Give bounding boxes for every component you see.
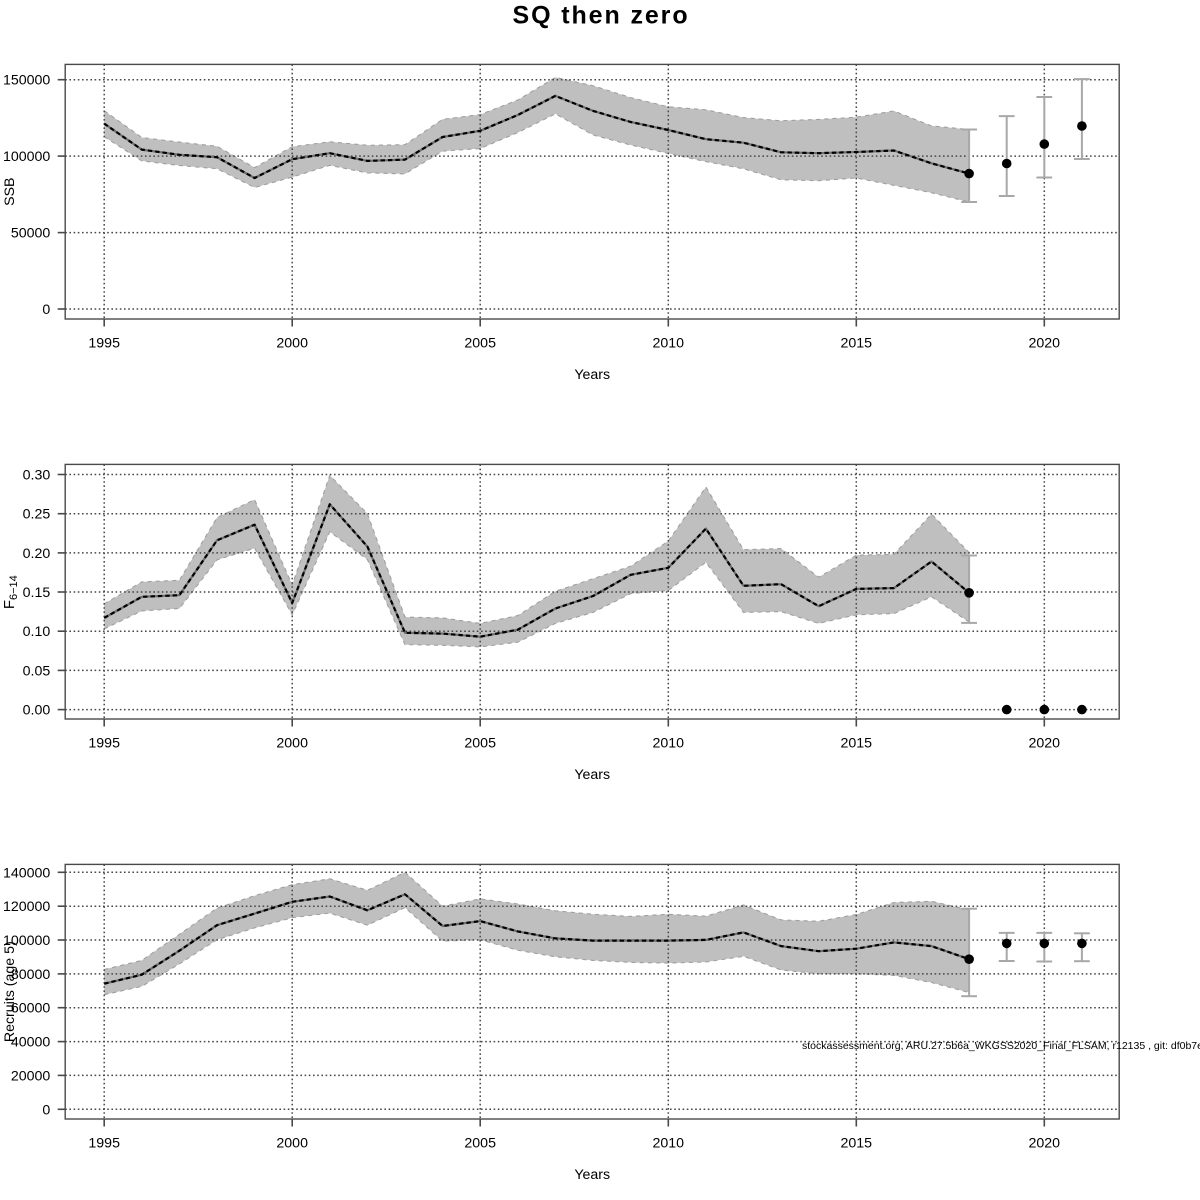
- svg-text:0.30: 0.30: [23, 468, 51, 484]
- svg-text:2020: 2020: [1029, 336, 1061, 352]
- svg-text:80000: 80000: [11, 967, 51, 983]
- svg-text:0.15: 0.15: [23, 585, 51, 601]
- svg-text:SQ then zero: SQ then zero: [513, 2, 690, 30]
- svg-text:2000: 2000: [276, 336, 308, 352]
- svg-text:0.05: 0.05: [23, 663, 51, 679]
- svg-text:100000: 100000: [3, 933, 50, 949]
- svg-text:0.00: 0.00: [23, 703, 51, 719]
- svg-text:50000: 50000: [11, 226, 51, 242]
- svg-text:20000: 20000: [11, 1068, 51, 1084]
- svg-text:0.25: 0.25: [23, 507, 51, 523]
- svg-text:2005: 2005: [464, 736, 496, 752]
- svg-text:stockassessment.org, ARU.27.5b: stockassessment.org, ARU.27.5b6a_WKGSS20…: [802, 1040, 1200, 1052]
- svg-text:2010: 2010: [653, 736, 685, 752]
- svg-text:100000: 100000: [3, 149, 50, 165]
- svg-text:120000: 120000: [3, 899, 50, 915]
- svg-text:SSB: SSB: [2, 178, 18, 206]
- svg-text:2020: 2020: [1029, 1136, 1061, 1152]
- svg-text:1995: 1995: [88, 1136, 120, 1152]
- svg-text:60000: 60000: [11, 1001, 51, 1017]
- svg-text:1995: 1995: [88, 736, 120, 752]
- svg-text:0.20: 0.20: [23, 546, 51, 562]
- svg-text:2000: 2000: [276, 736, 308, 752]
- svg-text:Years: Years: [574, 1167, 610, 1183]
- svg-text:2005: 2005: [464, 336, 496, 352]
- svg-text:1995: 1995: [88, 336, 120, 352]
- svg-text:Recruits (age 5): Recruits (age 5): [2, 941, 18, 1042]
- svg-text:Years: Years: [574, 767, 610, 783]
- svg-text:2005: 2005: [464, 1136, 496, 1152]
- svg-text:150000: 150000: [3, 73, 50, 89]
- svg-text:2020: 2020: [1029, 736, 1061, 752]
- svg-text:2010: 2010: [653, 1136, 685, 1152]
- svg-text:0: 0: [42, 1102, 50, 1118]
- svg-text:40000: 40000: [11, 1035, 51, 1051]
- svg-text:2015: 2015: [841, 336, 873, 352]
- svg-text:0: 0: [42, 302, 50, 318]
- svg-text:2015: 2015: [841, 1136, 873, 1152]
- svg-text:2010: 2010: [653, 336, 685, 352]
- svg-text:2015: 2015: [841, 736, 873, 752]
- svg-text:Years: Years: [574, 367, 610, 383]
- svg-text:140000: 140000: [3, 865, 50, 881]
- svg-text:0.10: 0.10: [23, 624, 51, 640]
- svg-text:2000: 2000: [276, 1136, 308, 1152]
